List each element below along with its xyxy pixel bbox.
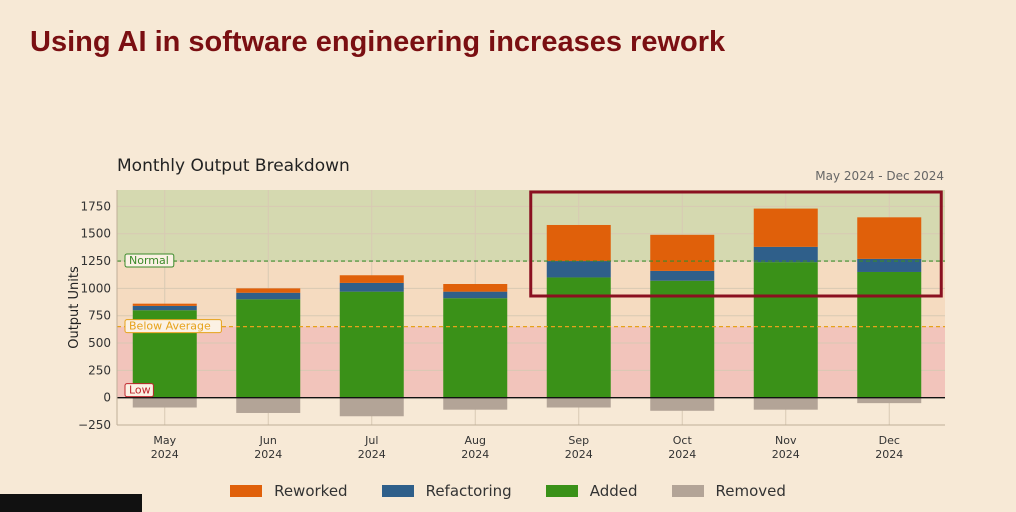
- bar-refactoring: [753, 246, 818, 263]
- bar-refactoring: [236, 292, 301, 300]
- bar-removed: [339, 397, 404, 417]
- bar-added: [753, 262, 818, 398]
- legend-swatch: [545, 485, 578, 497]
- bar-added: [443, 298, 508, 398]
- x-tick-label: Jul 2024: [358, 434, 386, 461]
- bar-refactoring: [339, 282, 404, 292]
- bar-reworked: [443, 284, 508, 292]
- bar-removed: [546, 397, 611, 408]
- bar-refactoring: [650, 270, 715, 281]
- bar-removed: [236, 397, 301, 413]
- bar-reworked: [339, 275, 404, 283]
- video-overlay-corner: [0, 494, 142, 512]
- chart-legend: Reworked Refactoring Added Removed: [0, 482, 1016, 500]
- x-tick-label: Nov 2024: [772, 434, 800, 461]
- y-tick-label: 250: [88, 363, 111, 377]
- y-tick-label: 1500: [80, 227, 111, 241]
- y-tick-label: 1250: [80, 254, 111, 268]
- legend-label: Added: [589, 482, 638, 500]
- legend-item-reworked: Reworked: [230, 482, 348, 500]
- bar-added: [650, 280, 715, 398]
- threshold-label: Low: [129, 384, 151, 397]
- bar-reworked: [650, 234, 715, 271]
- legend-swatch: [671, 485, 704, 497]
- x-tick-label: Dec 2024: [875, 434, 903, 461]
- x-tick-label: May 2024: [151, 434, 179, 461]
- legend-item-added: Added: [545, 482, 638, 500]
- x-tick-label: Sep 2024: [565, 434, 593, 461]
- bar-reworked: [753, 208, 818, 247]
- x-tick-label: Oct 2024: [668, 434, 696, 461]
- threshold-badge: [124, 383, 154, 398]
- bar-removed: [443, 397, 508, 410]
- threshold-badge: [124, 319, 222, 334]
- threshold-badge: [124, 253, 175, 268]
- bar-added: [339, 291, 404, 398]
- slide-title: Using AI in software engineering increas…: [30, 26, 726, 58]
- legend-label: Reworked: [274, 482, 348, 500]
- bar-removed: [857, 397, 922, 404]
- bar-refactoring: [443, 291, 508, 299]
- legend-label: Refactoring: [425, 482, 512, 500]
- bar-removed: [650, 397, 715, 411]
- bar-reworked: [132, 303, 197, 306]
- bar-reworked: [857, 217, 922, 259]
- y-tick-label: 750: [88, 309, 111, 323]
- y-axis-label: Output Units: [67, 266, 82, 349]
- y-tick-label: 1750: [80, 199, 111, 213]
- bar-refactoring: [546, 261, 611, 278]
- bar-removed: [132, 397, 197, 408]
- y-tick-label: −250: [78, 418, 111, 432]
- legend-swatch: [230, 485, 263, 497]
- chart-title: Monthly Output Breakdown: [117, 156, 350, 176]
- legend-label: Removed: [715, 482, 786, 500]
- bar-added: [857, 271, 922, 398]
- x-tick-label: Aug 2024: [461, 434, 489, 461]
- legend-swatch: [381, 485, 414, 497]
- legend-item-refactoring: Refactoring: [381, 482, 512, 500]
- bar-reworked: [546, 224, 611, 262]
- legend-item-removed: Removed: [671, 482, 786, 500]
- y-tick-label: 500: [88, 336, 111, 350]
- bar-added: [236, 299, 301, 398]
- y-tick-label: 1000: [80, 281, 111, 295]
- threshold-label: Below Average: [129, 320, 211, 333]
- bar-removed: [753, 397, 818, 410]
- threshold-label: Normal: [129, 254, 169, 267]
- bar-reworked: [236, 288, 301, 293]
- bar-refactoring: [132, 305, 197, 311]
- date-range-label: May 2024 - Dec 2024: [815, 169, 944, 183]
- x-tick-label: Jun 2024: [254, 434, 282, 461]
- y-tick-label: 0: [103, 391, 111, 405]
- bar-refactoring: [857, 258, 922, 272]
- highlight-box: [529, 190, 943, 298]
